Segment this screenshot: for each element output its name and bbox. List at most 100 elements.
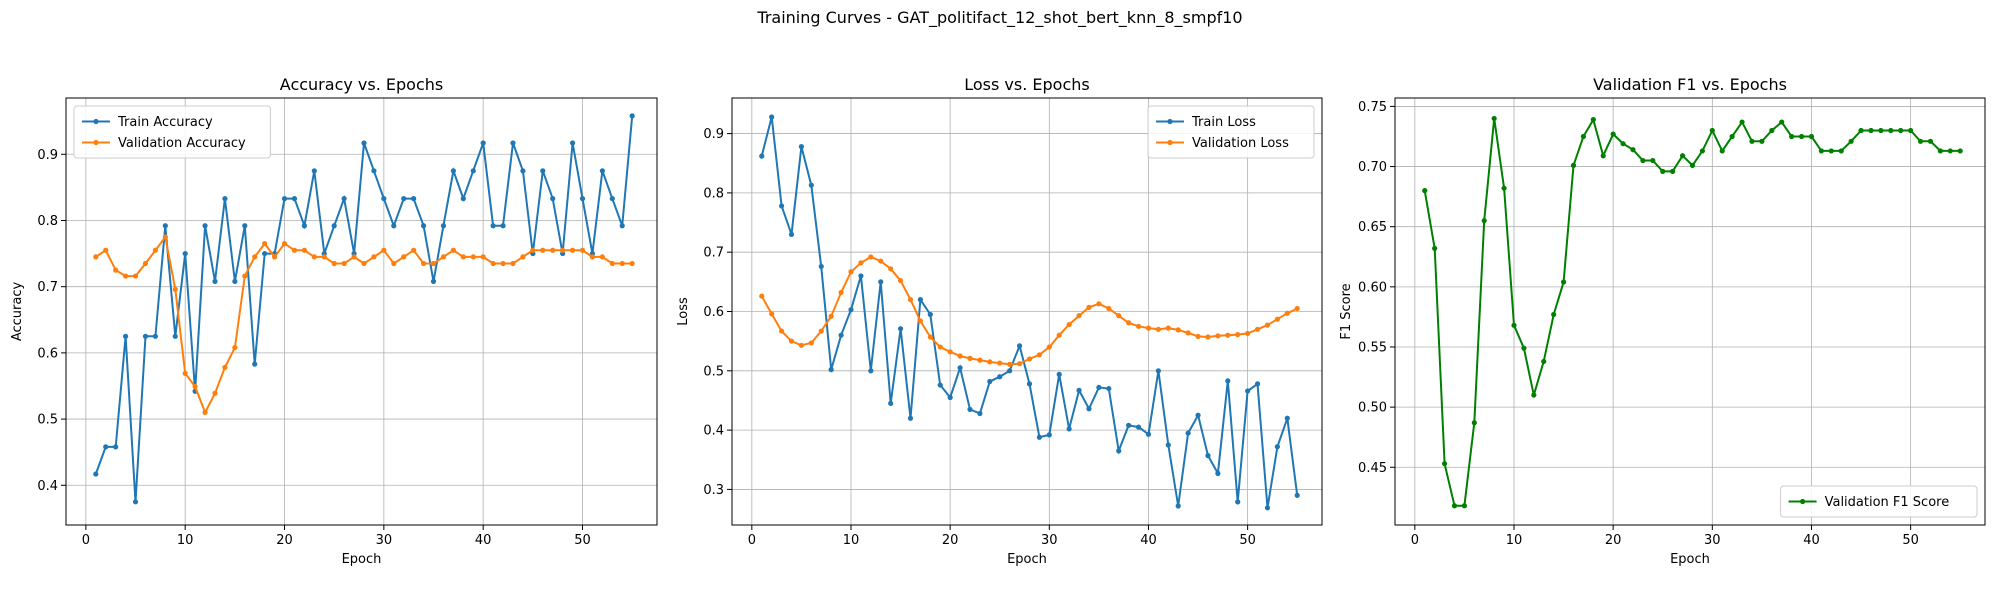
data-point	[1749, 138, 1755, 144]
x-tick-label: 20	[276, 533, 293, 548]
x-tick-label: 40	[475, 533, 492, 548]
data-point	[1908, 127, 1914, 134]
series-line-2	[760, 255, 1298, 366]
data-point	[1610, 131, 1616, 137]
legend-box	[1147, 105, 1315, 159]
data-point	[321, 254, 327, 260]
data-point	[1560, 279, 1567, 285]
chart-panel-2: 0 10 20 30 40 50 0.3 0.4 0.5 0.6 0.7 0.8 0.9 Loss vs.…	[676, 75, 1323, 567]
data-point	[281, 196, 288, 202]
data-point	[917, 297, 924, 303]
legend-box	[73, 105, 271, 159]
legend-marker	[93, 118, 99, 125]
data-point	[1551, 311, 1557, 318]
data-point	[1818, 148, 1824, 154]
data-point	[182, 250, 188, 257]
data-point	[1215, 333, 1221, 339]
data-point	[510, 140, 516, 146]
data-point	[1076, 387, 1082, 393]
data-point	[579, 196, 586, 202]
series-line-1	[94, 115, 634, 502]
data-point	[967, 406, 973, 412]
data-point	[629, 113, 635, 119]
data-point	[967, 355, 973, 361]
x-tick-label: 0	[82, 533, 90, 548]
data-point	[520, 254, 526, 260]
y-tick-label: 0.7	[703, 246, 724, 261]
data-point	[242, 223, 248, 229]
data-point	[1254, 326, 1261, 332]
x-tick-label: 40	[1803, 533, 1820, 548]
y-tick-label: 0.3	[703, 483, 724, 498]
data-point	[1570, 162, 1577, 168]
data-point	[122, 333, 129, 339]
data-point	[1689, 162, 1696, 168]
data-point	[1007, 361, 1013, 367]
data-point	[530, 247, 536, 253]
data-point	[331, 260, 337, 267]
legend-marker	[93, 139, 99, 146]
data-point	[420, 223, 427, 229]
data-point	[1511, 322, 1517, 328]
data-point	[1679, 153, 1686, 159]
chart-panel-1: 0 10 20 30 40 50 0.4 0.5 0.6 0.7 0.8 0.9 Accuracy vs…	[10, 75, 658, 567]
data-point	[907, 415, 914, 421]
data-point	[1719, 148, 1725, 154]
data-point	[480, 140, 486, 146]
y-tick-label: 0.5	[37, 413, 58, 428]
data-point	[947, 349, 953, 355]
x-axis-label: Epoch	[1670, 552, 1710, 567]
data-point	[1175, 503, 1181, 509]
x-tick-label: 0	[748, 533, 756, 548]
data-point	[778, 328, 785, 334]
data-point	[411, 196, 417, 202]
data-point	[291, 247, 298, 253]
data-point	[540, 247, 546, 253]
data-point	[351, 254, 357, 260]
data-point	[1531, 392, 1537, 398]
data-point	[1521, 345, 1527, 351]
data-point	[550, 196, 556, 202]
data-point	[897, 278, 904, 284]
data-point	[569, 140, 576, 146]
x-tick-label: 50	[1902, 533, 1919, 548]
data-point	[1284, 310, 1290, 316]
data-point	[977, 357, 983, 363]
figure-title: Training Curves - GAT_politifact_12_shot…	[757, 8, 1243, 27]
data-point	[1917, 138, 1924, 144]
chart-title: Accuracy vs. Epochs	[280, 75, 443, 94]
data-point	[460, 254, 466, 260]
data-point	[401, 254, 407, 260]
data-point	[122, 273, 129, 279]
data-point	[1235, 499, 1241, 505]
data-point	[1451, 503, 1458, 509]
y-tick-label: 0.55	[1358, 340, 1387, 355]
data-point	[609, 260, 615, 267]
data-point	[1620, 141, 1626, 147]
x-tick-label: 50	[574, 533, 591, 548]
data-point	[1779, 119, 1785, 125]
data-point	[172, 286, 178, 292]
data-point	[1165, 442, 1171, 448]
x-axis-label: Epoch	[1007, 552, 1047, 567]
x-tick-label: 30	[376, 533, 393, 548]
data-point	[262, 241, 268, 247]
data-point	[1957, 148, 1963, 154]
data-point	[1294, 305, 1300, 312]
data-point	[470, 168, 476, 174]
y-tick-label: 0.8	[703, 186, 724, 201]
data-point	[560, 247, 566, 253]
data-point	[510, 260, 516, 267]
y-axis-label: F1 Score	[1339, 283, 1354, 339]
data-point	[331, 223, 337, 229]
data-point	[818, 263, 824, 270]
data-point	[868, 254, 874, 260]
data-point	[1441, 461, 1448, 467]
data-point	[1165, 325, 1171, 331]
y-tick-label: 0.70	[1358, 160, 1387, 175]
x-tick-label: 20	[1605, 533, 1622, 548]
data-point	[252, 254, 258, 260]
data-point	[391, 223, 397, 229]
data-point	[113, 267, 119, 273]
x-tick-label: 40	[1140, 533, 1157, 548]
